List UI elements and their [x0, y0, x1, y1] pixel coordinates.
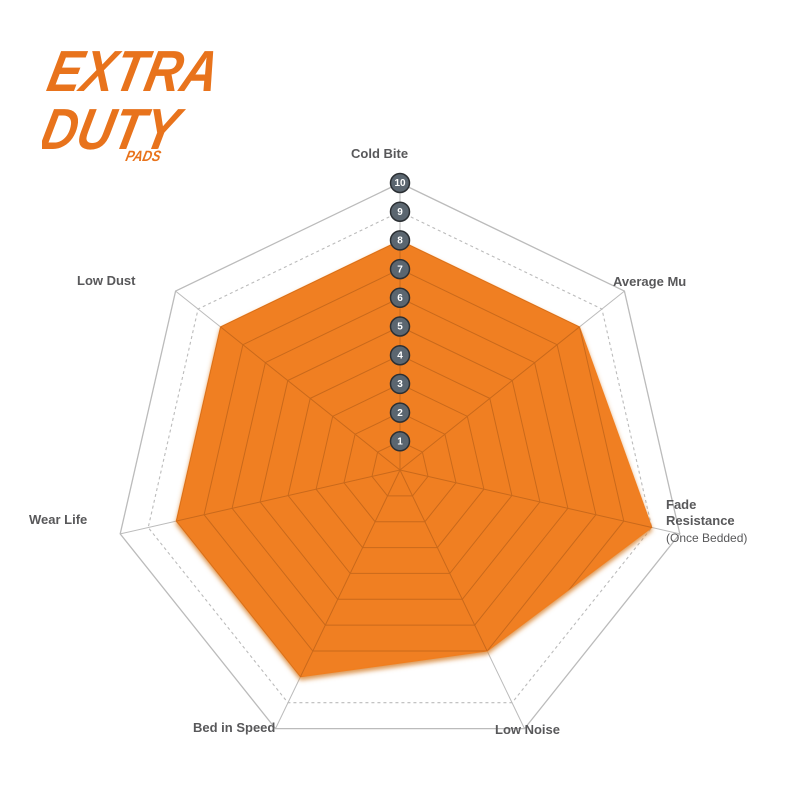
svg-text:5: 5 — [397, 322, 403, 333]
svg-text:10: 10 — [394, 178, 406, 189]
svg-text:EXTRA: EXTRA — [42, 38, 225, 104]
svg-text:1: 1 — [397, 437, 403, 448]
svg-text:8: 8 — [397, 236, 403, 247]
svg-text:2: 2 — [397, 408, 403, 419]
svg-text:PADS: PADS — [124, 148, 163, 163]
svg-text:9: 9 — [397, 207, 403, 218]
svg-text:6: 6 — [397, 293, 403, 304]
svg-text:4: 4 — [397, 350, 403, 361]
svg-text:3: 3 — [397, 379, 403, 390]
svg-text:7: 7 — [397, 264, 403, 275]
svg-text:DUTY: DUTY — [42, 96, 189, 162]
